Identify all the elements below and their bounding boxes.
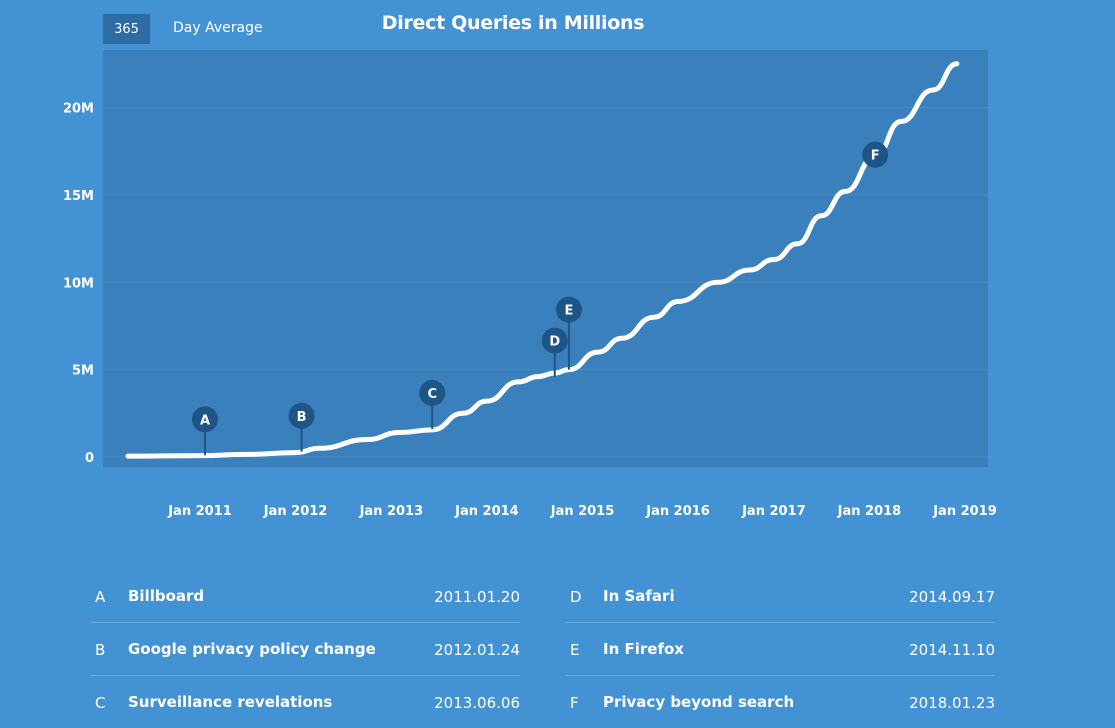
legend-row-b: B Google privacy policy change 2012.01.2… (90, 623, 520, 676)
legend-event: Surveillance revelations (128, 693, 333, 711)
x-tick-label: Jan 2011 (167, 504, 232, 519)
marker-circle (191, 406, 218, 433)
y-tick-label: 20M (63, 102, 94, 117)
event-legend-left: A Billboard 2011.01.20 B Google privacy … (90, 570, 520, 728)
x-tick-label: Jan 2014 (454, 504, 519, 519)
y-tick-label: 0 (85, 451, 94, 466)
y-tick-label: 5M (72, 364, 94, 379)
legend-row-a: A Billboard 2011.01.20 (90, 570, 520, 623)
marker-label: C (427, 387, 437, 402)
event-marker-d: D (541, 327, 568, 377)
legend-letter: A (95, 588, 106, 606)
series-line (125, 61, 960, 459)
y-tick-label: 10M (63, 276, 94, 291)
marker-label: D (549, 335, 560, 350)
legend-date: 2011.01.20 (434, 588, 520, 606)
event-marker-f: F (862, 141, 889, 168)
marker-label: A (200, 413, 210, 428)
marker-circle (288, 402, 315, 429)
event-markers: A B C D E F (191, 141, 889, 456)
marker-circle (541, 327, 568, 354)
legend-date: 2014.09.17 (909, 588, 995, 606)
average-range-label: Day Average (173, 20, 263, 36)
plot-area (103, 50, 988, 467)
legend-letter: C (95, 694, 106, 712)
event-marker-a: A (191, 406, 218, 456)
x-tick-label: Jan 2012 (263, 504, 328, 519)
y-axis: 0 5M 10M 15M 20M (63, 102, 94, 467)
legend-row-f: F Privacy beyond search 2018.01.23 (565, 676, 995, 728)
legend-date: 2013.06.06 (434, 694, 520, 712)
marker-label: B (297, 410, 307, 425)
marker-circle (555, 296, 582, 323)
event-legend-right: D In Safari 2014.09.17 E In Firefox 2014… (565, 570, 995, 728)
event-marker-b: B (288, 402, 315, 452)
x-tick-label: Jan 2013 (359, 504, 424, 519)
x-tick-label: Jan 2018 (837, 504, 902, 519)
legend-row-d: D In Safari 2014.09.17 (565, 570, 995, 623)
legend-event: In Safari (603, 587, 675, 605)
legend-letter: E (570, 641, 580, 659)
legend-letter: D (570, 588, 582, 606)
event-marker-e: E (555, 296, 582, 370)
chart-header: 365 Day Average Direct Queries in Millio… (0, 0, 1115, 50)
average-range-input[interactable]: 365 (103, 14, 150, 44)
legend-date: 2018.01.23 (909, 694, 995, 712)
event-marker-c: C (419, 380, 446, 430)
y-tick-label: 15M (63, 189, 94, 204)
x-axis: Jan 2011 Jan 2012 Jan 2013 Jan 2014 Jan 2015… (167, 504, 997, 519)
legend-date: 2014.11.10 (909, 641, 995, 659)
legend-event: Billboard (128, 587, 205, 605)
marker-label: E (564, 304, 573, 319)
x-tick-label: Jan 2016 (645, 504, 710, 519)
legend-event: Privacy beyond search (603, 693, 795, 711)
series-layer (125, 61, 960, 459)
chart-title: Direct Queries in Millions (381, 12, 645, 34)
legend-letter: B (95, 641, 106, 659)
x-tick-label: Jan 2017 (741, 504, 806, 519)
x-tick-label: Jan 2019 (932, 504, 997, 519)
marker-circle (419, 380, 446, 407)
legend-row-c: C Surveillance revelations 2013.06.06 (90, 676, 520, 728)
legend-letter: F (570, 694, 579, 712)
legend-row-e: E In Firefox 2014.11.10 (565, 623, 995, 676)
legend-event: In Firefox (603, 640, 684, 658)
marker-label: F (871, 149, 880, 164)
legend-event: Google privacy policy change (128, 640, 376, 658)
x-tick-label: Jan 2015 (550, 504, 615, 519)
marker-circle (862, 141, 889, 168)
legend-date: 2012.01.24 (434, 641, 520, 659)
